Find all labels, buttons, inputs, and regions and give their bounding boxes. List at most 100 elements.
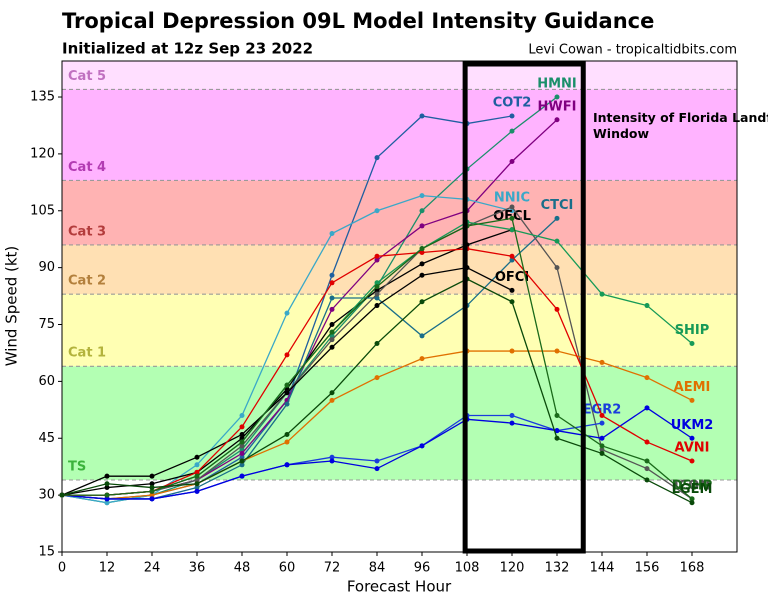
data-point bbox=[599, 443, 605, 449]
plot-frame bbox=[61, 60, 738, 553]
y-tick-label: 15 bbox=[38, 545, 55, 560]
data-point bbox=[329, 458, 335, 464]
data-point bbox=[329, 322, 335, 328]
series-label: EGR2 bbox=[583, 403, 622, 418]
data-point bbox=[554, 348, 560, 354]
x-tick-label: 72 bbox=[324, 561, 341, 576]
x-tick-label: 24 bbox=[144, 561, 161, 576]
data-point bbox=[284, 390, 290, 396]
series-label: SHIP bbox=[675, 323, 710, 338]
annotation: Intensity of Florida LandfallWindow bbox=[593, 110, 768, 141]
data-point bbox=[554, 306, 560, 312]
data-point bbox=[239, 431, 245, 437]
data-point bbox=[284, 431, 290, 437]
data-point bbox=[194, 454, 200, 460]
series-label: HMNI bbox=[537, 77, 577, 92]
data-point bbox=[554, 435, 560, 441]
band-label: Cat 2 bbox=[68, 274, 106, 289]
data-point bbox=[374, 340, 380, 346]
data-point bbox=[599, 420, 605, 426]
data-point bbox=[374, 284, 380, 290]
data-point bbox=[239, 424, 245, 430]
series-label: DSHP bbox=[672, 478, 713, 493]
data-point bbox=[284, 352, 290, 358]
data-point bbox=[374, 280, 380, 286]
data-point bbox=[689, 500, 695, 506]
data-point bbox=[419, 261, 425, 267]
data-point bbox=[509, 204, 515, 210]
data-point bbox=[599, 413, 605, 419]
data-point bbox=[509, 227, 515, 233]
data-point bbox=[284, 439, 290, 445]
data-point bbox=[689, 458, 695, 464]
data-point bbox=[554, 94, 560, 100]
data-point bbox=[644, 375, 650, 381]
data-point bbox=[149, 488, 155, 494]
data-point bbox=[239, 458, 245, 464]
data-point bbox=[419, 249, 425, 255]
data-point bbox=[554, 428, 560, 434]
chart-subtitle: Initialized at 12z Sep 23 2022 bbox=[62, 40, 313, 58]
data-point bbox=[419, 272, 425, 278]
data-point bbox=[329, 306, 335, 312]
data-point bbox=[509, 128, 515, 134]
data-point bbox=[689, 340, 695, 346]
series-label: OFCI bbox=[495, 270, 529, 285]
category-band bbox=[62, 294, 737, 367]
data-point bbox=[329, 329, 335, 335]
data-point bbox=[329, 333, 335, 339]
data-point bbox=[284, 382, 290, 388]
data-point bbox=[509, 287, 515, 293]
data-point bbox=[419, 223, 425, 229]
data-point bbox=[689, 397, 695, 403]
data-point bbox=[419, 246, 425, 252]
data-point bbox=[329, 397, 335, 403]
data-point bbox=[329, 454, 335, 460]
data-point bbox=[194, 477, 200, 483]
data-point bbox=[599, 450, 605, 456]
data-point bbox=[149, 481, 155, 487]
data-point bbox=[419, 333, 425, 339]
data-point bbox=[194, 469, 200, 475]
data-point bbox=[599, 435, 605, 441]
data-point bbox=[509, 257, 515, 263]
data-point bbox=[374, 295, 380, 301]
data-point bbox=[509, 413, 515, 419]
data-point bbox=[149, 492, 155, 498]
data-point bbox=[329, 280, 335, 286]
series-label: NNIC bbox=[494, 190, 530, 205]
category-band bbox=[62, 61, 737, 90]
data-point bbox=[194, 462, 200, 468]
series-label: AVNI bbox=[675, 441, 710, 456]
data-point bbox=[329, 337, 335, 343]
x-tick-label: 12 bbox=[99, 561, 116, 576]
data-point bbox=[194, 485, 200, 491]
data-point bbox=[104, 500, 110, 506]
data-point bbox=[644, 303, 650, 309]
band-label: TS bbox=[68, 459, 86, 474]
data-point bbox=[599, 447, 605, 453]
data-point bbox=[554, 238, 560, 244]
data-point bbox=[239, 413, 245, 419]
series: UKM2 bbox=[59, 405, 713, 502]
data-point bbox=[644, 477, 650, 483]
data-point bbox=[104, 485, 110, 491]
y-tick-label: 90 bbox=[38, 260, 55, 275]
data-point bbox=[284, 401, 290, 407]
category-band bbox=[62, 366, 737, 480]
data-point bbox=[239, 454, 245, 460]
data-point bbox=[59, 492, 65, 498]
y-axis-label: Wind Speed (kt) bbox=[3, 246, 21, 367]
landfall-window bbox=[462, 61, 586, 554]
data-point bbox=[104, 481, 110, 487]
data-point bbox=[104, 473, 110, 479]
series-label: CTCI bbox=[541, 198, 574, 213]
data-point bbox=[104, 492, 110, 498]
data-point bbox=[419, 299, 425, 305]
data-point bbox=[149, 473, 155, 479]
series-label: HWFI bbox=[538, 99, 577, 114]
data-point bbox=[554, 265, 560, 271]
x-tick-label: 84 bbox=[369, 561, 386, 576]
data-point bbox=[599, 291, 605, 297]
